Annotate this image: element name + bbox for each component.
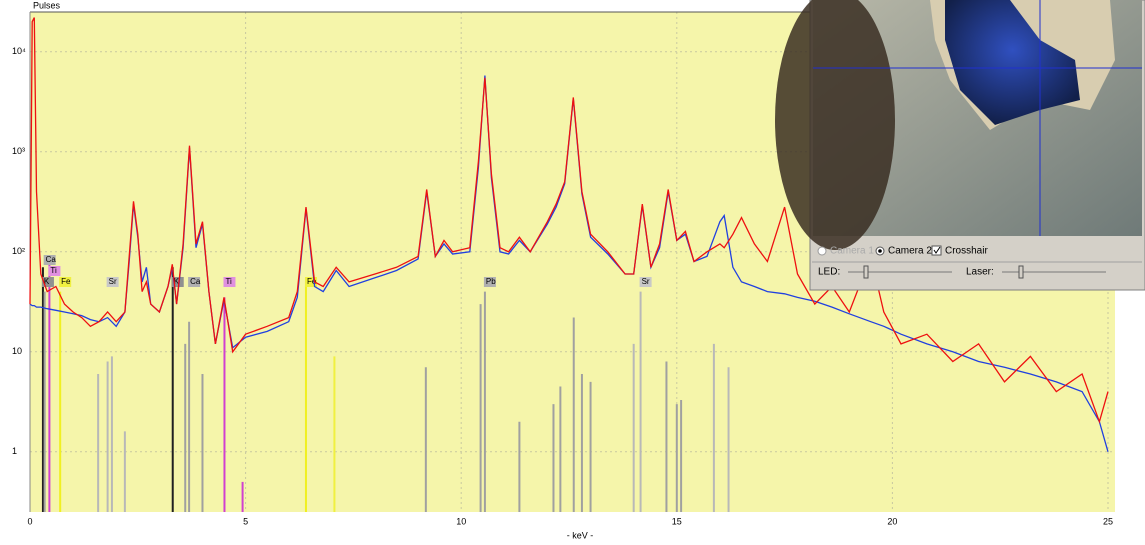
- x-tick-label: 15: [672, 516, 682, 526]
- laser-slider-thumb[interactable]: [1018, 265, 1024, 279]
- element-label-box: [639, 277, 652, 287]
- element-label-box: [171, 277, 184, 287]
- y-tick-label: 10²: [12, 246, 25, 256]
- element-label-box: [41, 277, 54, 287]
- image-shadow: [775, 0, 895, 250]
- camera-panel: Camera 1 Camera 2 Crosshair LED: Laser:: [775, 0, 1145, 291]
- image-sample-blue: [945, 0, 1080, 125]
- element-label-box: [304, 277, 317, 287]
- check: [933, 246, 941, 254]
- element-label: K: [174, 277, 180, 286]
- element-label: Ca: [190, 277, 201, 286]
- y-tick-label: 10⁴: [12, 46, 26, 56]
- element-label-box: [106, 277, 119, 287]
- x-tick-label: 0: [27, 516, 32, 526]
- x-tick-label: 20: [887, 516, 897, 526]
- element-label: Fe: [307, 277, 317, 286]
- element-label-box: [483, 277, 496, 287]
- element-label-box: [188, 277, 201, 287]
- y-tick-label: 10³: [12, 146, 25, 156]
- element-label: Ti: [225, 277, 232, 286]
- element-label-box: [43, 255, 56, 265]
- spectrum-line: [29, 17, 1109, 424]
- crosshair-checkbox[interactable]: [931, 245, 942, 256]
- x-axis-title: - keV -: [567, 530, 594, 540]
- led-label: LED:: [818, 267, 840, 278]
- x-tick-label: 10: [456, 516, 466, 526]
- radio-camera1[interactable]: [817, 246, 827, 256]
- x-tick-label: 5: [243, 516, 248, 526]
- laser-label: Laser:: [966, 267, 994, 278]
- element-label-box: [223, 277, 236, 287]
- element-label-box: [48, 266, 61, 276]
- element-label: Ca: [46, 255, 57, 264]
- element-label: Fe: [61, 277, 71, 286]
- x-tick-label: 25: [1103, 516, 1113, 526]
- element-label: Pb: [486, 277, 496, 286]
- led-slider-thumb[interactable]: [863, 265, 869, 279]
- element-label-box: [59, 277, 72, 287]
- camera1-label: Camera 1: [830, 246, 874, 257]
- element-label: K: [44, 277, 50, 286]
- element-label: Ti: [50, 266, 57, 275]
- element-label: Sr: [642, 277, 650, 286]
- element-label: Sr: [109, 277, 117, 286]
- crosshair-label: Crosshair: [945, 246, 988, 257]
- y-tick-label: 1: [12, 446, 17, 456]
- y-tick-label: 10: [12, 346, 22, 356]
- y-axis-title: Pulses: [33, 0, 61, 10]
- radio-dot: [878, 249, 882, 253]
- camera2-label: Camera 2: [888, 246, 932, 257]
